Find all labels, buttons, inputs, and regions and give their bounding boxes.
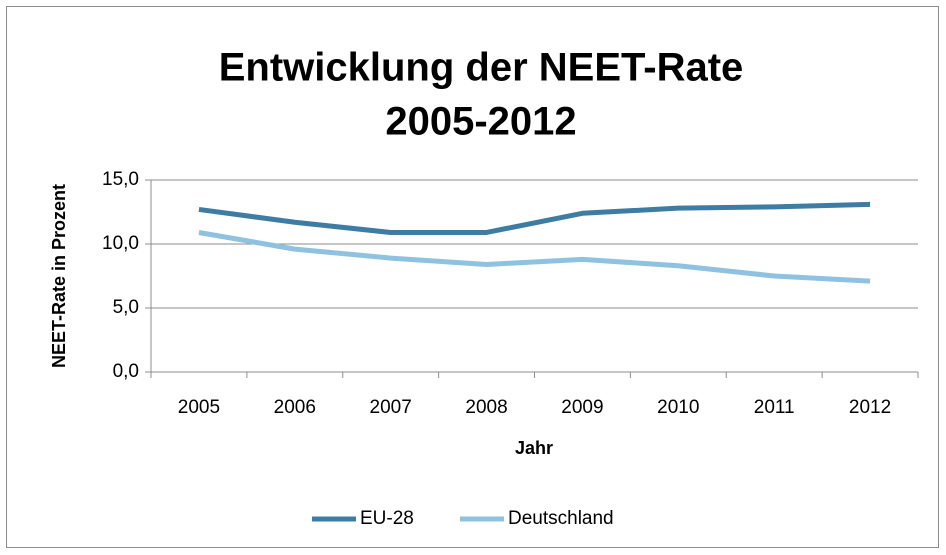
x-tick-label: 2005 [178, 397, 220, 418]
series-line [198, 230, 871, 284]
chart-title: 2005-2012 [385, 100, 576, 144]
y-tick-label: 10,0 [102, 233, 139, 254]
x-tick-label: 2009 [561, 397, 603, 418]
x-tick-label: 2006 [274, 397, 316, 418]
series-line [198, 201, 871, 235]
x-tick-label: 2008 [465, 397, 507, 418]
y-tick-label: 15,0 [102, 169, 139, 190]
y-axis-title: NEET-Rate in Prozent [49, 184, 69, 368]
legend-label: Deutschland [508, 508, 614, 529]
x-tick-label: 2012 [849, 397, 891, 418]
legend-label: EU-28 [360, 508, 414, 529]
y-tick-label: 5,0 [113, 297, 139, 318]
x-tick-label: 2007 [370, 397, 412, 418]
x-tick-label: 2011 [754, 397, 795, 418]
chart-title: Entwicklung der NEET-Rate [219, 46, 744, 90]
y-tick-label: 0,0 [113, 361, 139, 382]
x-tick-label: 2010 [657, 397, 699, 418]
x-axis-title: Jahr [515, 438, 553, 458]
